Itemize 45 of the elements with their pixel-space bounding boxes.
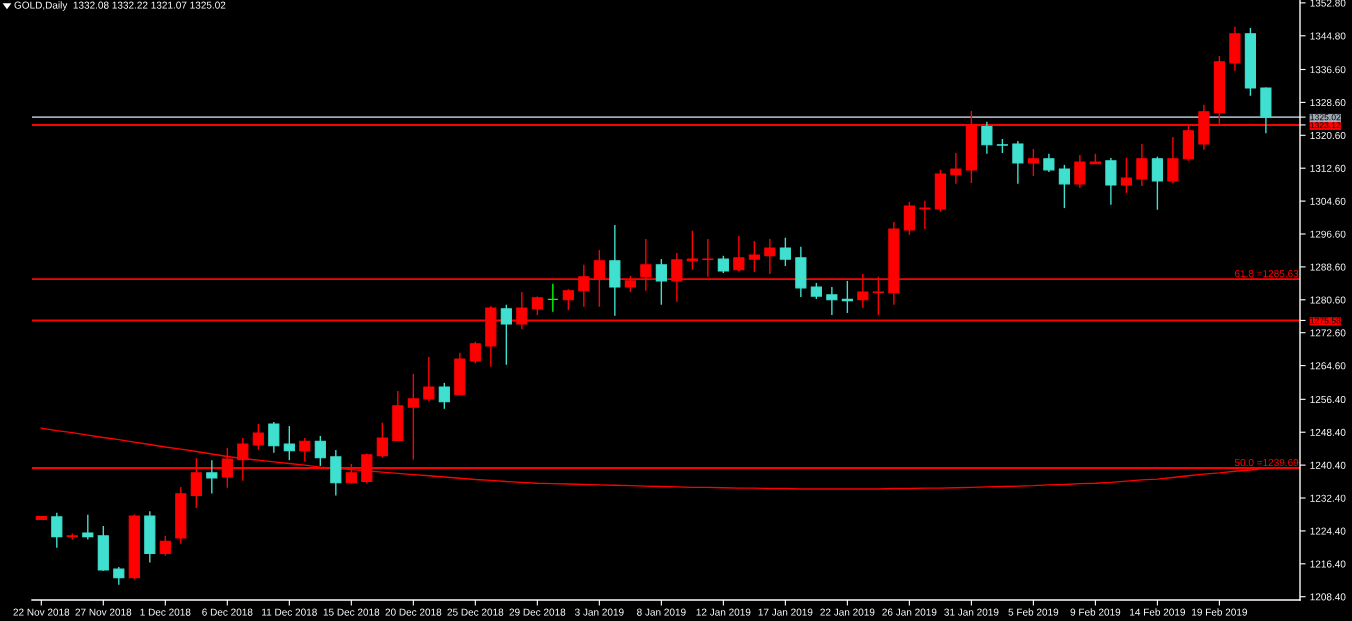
- x-tick-label: 29 Dec 2018: [509, 608, 566, 616]
- y-tick-label: 1320.60: [1310, 131, 1346, 140]
- y-tick-label: 1272.60: [1310, 329, 1346, 337]
- x-tick-label: 22 Nov 2018: [13, 608, 70, 616]
- x-tick-label: 26 Jan 2019: [882, 608, 937, 616]
- ref-line-label: 61.8 =1285.63: [1235, 270, 1299, 278]
- x-tick-label: 19 Feb 2019: [1192, 608, 1247, 616]
- y-tick-label: 1264.60: [1310, 362, 1346, 370]
- x-tick-label: 1 Dec 2018: [140, 608, 191, 616]
- x-tick-label: 22 Jan 2019: [820, 608, 875, 616]
- x-tick-label: 12 Jan 2019: [696, 608, 751, 616]
- chart-title: GOLD,Daily 1332.08 1332.22 1321.07 1325.02: [14, 1, 226, 11]
- y-tick-label: 1256.40: [1310, 395, 1346, 404]
- x-tick-label: 3 Jan 2019: [574, 608, 624, 616]
- y-tick-label: 1344.80: [1310, 32, 1346, 40]
- x-tick-label: 25 Dec 2018: [447, 608, 504, 616]
- y-tick-label: 1216.40: [1310, 560, 1346, 568]
- x-tick-label: 27 Nov 2018: [75, 608, 132, 616]
- y-tick-label: 1248.40: [1310, 428, 1346, 436]
- y-tick-label: 1280.60: [1310, 296, 1346, 304]
- y-tick-label: 1240.40: [1310, 461, 1346, 469]
- y-tick-label: 1208.40: [1310, 593, 1346, 601]
- y-tick-label: 1323.12: [1310, 122, 1341, 129]
- y-tick-label: 1352.80: [1310, 0, 1346, 7]
- y-tick-label: 1288.60: [1310, 263, 1346, 271]
- y-tick-label: 1224.40: [1310, 527, 1346, 535]
- y-tick-label: 1328.60: [1310, 99, 1346, 107]
- x-tick-label: 15 Dec 2018: [323, 608, 380, 616]
- y-tick-label: 1304.60: [1310, 197, 1346, 205]
- y-tick-label: 1232.40: [1310, 494, 1346, 502]
- x-tick-label: 20 Dec 2018: [385, 608, 442, 616]
- y-tick-label: 1312.60: [1310, 164, 1346, 172]
- ref-line-label: 50.0 =1239.69: [1234, 458, 1299, 467]
- x-tick-label: 17 Jan 2019: [758, 608, 813, 616]
- x-tick-label: 8 Jan 2019: [637, 608, 686, 616]
- x-tick-label: 9 Feb 2019: [1070, 608, 1121, 616]
- x-tick-label: 11 Dec 2018: [262, 608, 317, 616]
- x-tick-label: 5 Feb 2019: [1008, 608, 1059, 616]
- x-tick-label: 31 Jan 2019: [944, 608, 999, 616]
- y-tick-label: 1336.60: [1310, 66, 1346, 74]
- y-tick-label: 1325.02: [1310, 114, 1341, 121]
- x-tick-label: 14 Feb 2019: [1130, 608, 1185, 616]
- y-tick-label: 1275.58: [1310, 317, 1341, 324]
- y-tick-label: 1296.60: [1310, 230, 1346, 238]
- x-tick-label: 6 Dec 2018: [202, 608, 253, 616]
